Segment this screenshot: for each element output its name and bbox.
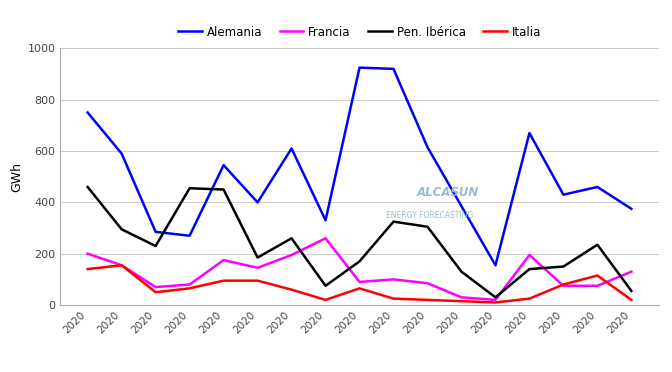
Alemania: [628, 206, 636, 211]
Y-axis label: GWh: GWh: [11, 162, 24, 192]
Pen. Ibérica: [83, 185, 91, 189]
Francia: [593, 283, 601, 288]
Pen. Ibérica: [288, 236, 296, 241]
Pen. Ibérica: [185, 186, 194, 190]
Italia: [458, 299, 466, 304]
Francia: [83, 251, 91, 256]
Alemania: [390, 67, 398, 71]
Francia: [526, 253, 534, 257]
Francia: [423, 281, 431, 285]
Alemania: [220, 163, 228, 167]
Pen. Ibérica: [559, 264, 567, 269]
Pen. Ibérica: [458, 269, 466, 274]
Alemania: [593, 185, 601, 189]
Francia: [559, 283, 567, 288]
Italia: [559, 282, 567, 287]
Pen. Ibérica: [491, 295, 499, 299]
Alemania: [118, 151, 126, 156]
Pen. Ibérica: [321, 283, 329, 288]
Pen. Ibérica: [423, 225, 431, 229]
Alemania: [355, 65, 364, 70]
Francia: [253, 266, 261, 270]
Francia: [118, 263, 126, 267]
Alemania: [185, 234, 194, 238]
Alemania: [288, 146, 296, 151]
Italia: [593, 273, 601, 278]
Francia: [355, 280, 364, 284]
Italia: [253, 278, 261, 283]
Francia: [390, 277, 398, 282]
Line: Alemania: Alemania: [87, 68, 632, 265]
Alemania: [83, 110, 91, 115]
Italia: [185, 286, 194, 291]
Francia: [321, 236, 329, 241]
Italia: [83, 267, 91, 271]
Alemania: [423, 145, 431, 150]
Italia: [118, 263, 126, 267]
Line: Italia: Italia: [87, 265, 632, 302]
Italia: [491, 300, 499, 305]
Text: ALCASUN: ALCASUN: [417, 186, 478, 199]
Pen. Ibérica: [593, 243, 601, 247]
Pen. Ibérica: [390, 219, 398, 224]
Francia: [152, 285, 160, 289]
Line: Pen. Ibérica: Pen. Ibérica: [87, 187, 632, 297]
Pen. Ibérica: [118, 227, 126, 231]
Italia: [628, 298, 636, 302]
Francia: [491, 298, 499, 302]
Pen. Ibérica: [253, 255, 261, 260]
Alemania: [321, 218, 329, 222]
Alemania: [458, 204, 466, 208]
Francia: [458, 295, 466, 299]
Italia: [288, 288, 296, 292]
Francia: [220, 258, 228, 262]
Pen. Ibérica: [152, 244, 160, 248]
Italia: [423, 298, 431, 302]
Text: ENERGY FORECASTING: ENERGY FORECASTING: [386, 211, 474, 220]
Alemania: [152, 230, 160, 234]
Italia: [526, 296, 534, 301]
Italia: [220, 278, 228, 283]
Francia: [185, 282, 194, 287]
Pen. Ibérica: [220, 187, 228, 192]
Alemania: [253, 200, 261, 205]
Pen. Ibérica: [526, 267, 534, 271]
Italia: [321, 298, 329, 302]
Francia: [628, 269, 636, 274]
Italia: [152, 290, 160, 294]
Pen. Ibérica: [355, 259, 364, 264]
Pen. Ibérica: [628, 289, 636, 293]
Italia: [390, 296, 398, 301]
Alemania: [526, 131, 534, 135]
Alemania: [491, 263, 499, 267]
Legend: Alemania, Francia, Pen. Ibérica, Italia: Alemania, Francia, Pen. Ibérica, Italia: [173, 21, 546, 44]
Alemania: [559, 192, 567, 197]
Line: Francia: Francia: [87, 238, 632, 300]
Italia: [355, 286, 364, 291]
Francia: [288, 253, 296, 257]
